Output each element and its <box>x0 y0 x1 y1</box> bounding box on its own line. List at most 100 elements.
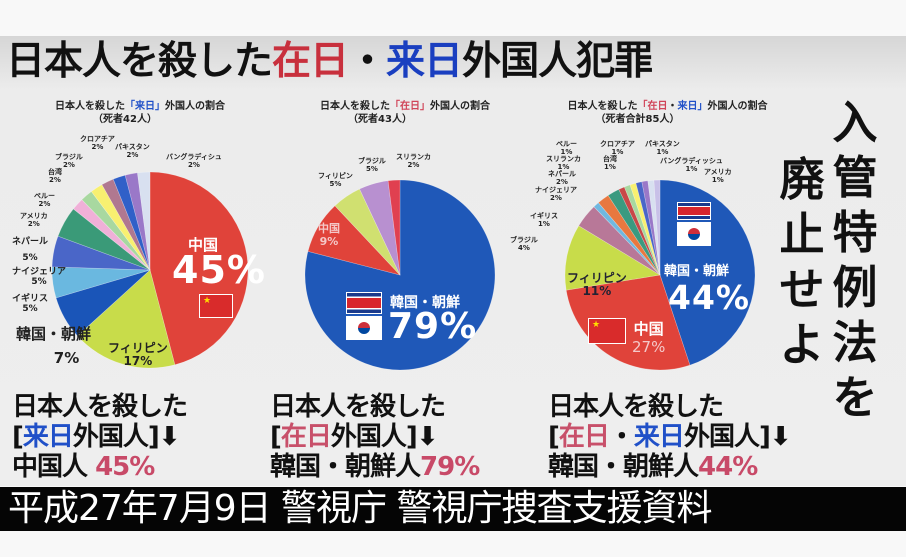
label-pct: 1% <box>557 163 570 171</box>
slogan-char: 例 <box>832 261 878 314</box>
pie1-korea-name: 韓国・朝鮮 <box>16 325 92 343</box>
label-pct: 1% <box>685 165 698 173</box>
label-pct: 1% <box>656 148 669 156</box>
pie3-label-pakistan: パキスタン 1% <box>645 140 680 156</box>
label-pct: 2% <box>91 143 104 151</box>
chart3-subtitle: 日本人を殺した「在日・来日」外国人の割合 （死者合計85人） <box>535 100 800 126</box>
pie1-label-croatia: クロアチア 2% <box>80 135 115 151</box>
label-name: ペルー <box>556 140 577 148</box>
pie-slice <box>607 189 661 276</box>
caption-line1: 日本人を殺した <box>270 392 446 422</box>
label-pct: 2% <box>49 176 61 184</box>
pie-chart-rainichi <box>51 171 249 369</box>
down-arrow-icon: ⬇ <box>769 422 792 452</box>
caption-percent: 45% <box>95 452 155 482</box>
pie3-china-name: 中国 <box>633 320 664 338</box>
chart2-subtitle-pre: 日本人を殺した <box>320 101 390 112</box>
pie1-label-pakistan: パキスタン 2% <box>115 143 150 159</box>
pie1-label-america: アメリカ 2% <box>20 212 48 228</box>
pie1-label-uk: イギリス 5% <box>12 294 48 314</box>
down-arrow-icon: ⬇ <box>158 422 181 452</box>
pie-slice <box>51 235 151 271</box>
pie-slice <box>565 274 691 371</box>
pie-slice <box>597 194 661 276</box>
caption-percent: 44% <box>698 452 758 482</box>
caption-combined: 日本人を殺した [在日・来日外国人]⬇ 韓国・朝鮮人44% <box>548 392 792 482</box>
south-korea-flag-icon <box>346 316 382 340</box>
headline: 日本人を殺した在日・来日外国人犯罪 <box>6 38 653 86</box>
pie-slice <box>629 182 661 276</box>
china-flag-icon: ★ <box>588 318 626 344</box>
caption-zainichi: 日本人を殺した [在日外国人]⬇ 韓国・朝鮮人79% <box>270 392 480 482</box>
chart3-subtitle-dot: ・ <box>667 101 678 112</box>
label-name: 台湾 <box>48 168 62 176</box>
pie1-philippines-label: フィリピン 17% <box>108 342 168 368</box>
slogan-char: よ <box>779 318 825 371</box>
caption-highlight: 来日 <box>22 422 74 452</box>
label-name: ナイジェリア <box>535 186 577 194</box>
pie3-philippines-name: フィリピン <box>567 271 627 285</box>
chart1-subtitle-pre: 日本人を殺した <box>55 101 125 112</box>
label-name: ナイジェリア <box>12 267 67 277</box>
label-name: アメリカ <box>704 168 732 176</box>
pie-slice <box>77 269 176 369</box>
slogan-char: せ <box>779 263 825 316</box>
pie3-korea-percent: 44% <box>668 278 750 317</box>
chart2-subtitle: 日本人を殺した「在日」外国人の割合 （死者43人） <box>285 100 525 126</box>
label-name: 台湾 <box>603 155 617 163</box>
label-name: ブラジル <box>510 236 538 244</box>
label-pct: 5% <box>329 180 342 188</box>
label-pct: 1% <box>604 163 616 171</box>
headline-part2: 外国人犯罪 <box>462 39 653 84</box>
pie1-label-brazil: ブラジル 2% <box>55 153 83 169</box>
caption-rest: 外国人] <box>683 422 771 452</box>
label-name: スリランカ <box>396 153 431 161</box>
label-pct: 2% <box>556 178 568 186</box>
pie1-label-peru: ペルー 2% <box>34 192 55 208</box>
label-pct: 4% <box>517 244 530 252</box>
label-name: バングラディシュ <box>166 153 222 161</box>
label-pct: 5% <box>365 165 378 173</box>
caption-highlight: 在日 <box>280 422 332 452</box>
south-korea-flag-icon <box>677 222 711 246</box>
chart1-death-count: （死者42人） <box>93 114 157 125</box>
pie1-korea-label: 韓国・朝鮮 7% <box>16 322 91 370</box>
pie3-label-srilanka: スリランカ 1% <box>546 155 581 171</box>
pie2-label-philippines: フィリピン 5% <box>318 172 353 188</box>
pie1-china-percent: 45% <box>172 248 266 292</box>
bracket: [ <box>270 422 282 452</box>
headline-part1: 日本人を殺した <box>6 39 273 84</box>
slogan-char: 特 <box>832 206 878 259</box>
label-name: パキスタン <box>645 140 680 148</box>
slogan-left-column: 廃 止 せ よ <box>777 152 827 372</box>
pie3-label-bangladesh: バングラディッシュ 1% <box>660 157 723 173</box>
slogan-char: 止 <box>779 208 825 261</box>
pie-slice <box>653 179 661 276</box>
label-pct: 2% <box>550 194 562 202</box>
pie1-philippines-name: フィリピン <box>108 341 168 355</box>
pie-slice <box>635 181 661 276</box>
chart3-death-count: （死者合計85人） <box>595 114 680 125</box>
pie-slice <box>641 180 661 276</box>
pie-slice <box>112 174 151 271</box>
label-pct: 2% <box>38 200 51 208</box>
pie3-label-america: アメリカ 1% <box>704 168 732 184</box>
pie-slice <box>623 184 661 276</box>
label-pct: 2% <box>126 151 139 159</box>
pie3-china-label: 中国 27% <box>632 320 665 356</box>
chart2-subtitle-post: 外国人の割合 <box>430 101 490 112</box>
caption-rest: 外国人] <box>72 422 160 452</box>
china-flag-icon: ★ <box>199 294 233 318</box>
caption-highlight-blue: 来日 <box>633 422 685 452</box>
pie-slice <box>564 225 661 291</box>
pie3-label-taiwan: 台湾 1% <box>603 155 617 171</box>
headline-dot: ・ <box>348 39 387 84</box>
pie-slice <box>81 191 151 271</box>
slogan-char: 廃 <box>779 153 825 206</box>
pie1-label-nigeria: ナイジェリア 5% <box>12 267 66 287</box>
slogan-char: 管 <box>832 151 878 204</box>
label-name: イギリス <box>12 294 49 304</box>
bracket: [ <box>12 422 24 452</box>
pie-slice <box>307 205 401 276</box>
label-name: クロアチア <box>80 135 115 143</box>
